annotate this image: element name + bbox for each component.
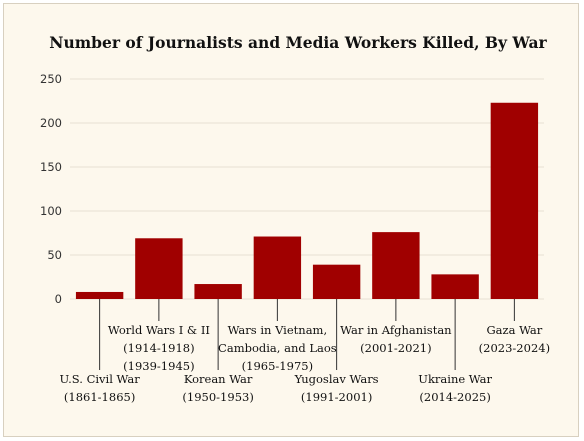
category-label-line: Korean War — [184, 372, 253, 386]
category-label-line: Cambodia, and Laos — [218, 341, 337, 355]
category-label-line: (2001-2021) — [360, 341, 431, 355]
category-label-5: War in Afghanistan (2001-2021) — [340, 323, 452, 355]
category-label-line: (1861-1865) — [64, 390, 135, 404]
bar-5 — [372, 232, 420, 299]
category-label-2: Korean War (1950-1953) — [182, 372, 253, 404]
category-label-line: (2023-2024) — [479, 341, 550, 355]
category-label-line: (1939-1945) — [123, 359, 194, 373]
category-label-1: World Wars I & II (1914-1918) (1939-1945) — [108, 323, 210, 373]
chart-frame: Number of Journalists and Media Workers … — [3, 3, 579, 437]
bar-3 — [253, 236, 302, 299]
category-label-line: (1965-1975) — [242, 359, 313, 373]
category-label-line: Gaza War — [486, 323, 542, 337]
category-label-line: Yugoslav Wars — [294, 372, 379, 386]
y-tick-label: 100 — [40, 204, 62, 218]
chart-title: Number of Journalists and Media Workers … — [49, 33, 547, 52]
y-tick-label: 150 — [40, 160, 62, 174]
category-label-4: Yugoslav Wars (1991-2001) — [294, 372, 379, 404]
category-label-6: Ukraine War (2014-2025) — [418, 372, 492, 404]
category-label-line: Ukraine War — [418, 372, 492, 386]
bar-4 — [312, 264, 361, 299]
category-label-line: (1991-2001) — [301, 390, 372, 404]
category-label-3: Wars in Vietnam, Cambodia, and Laos (1965-… — [218, 323, 337, 373]
category-label-line: World Wars I & II — [108, 323, 210, 337]
category-labels: U.S. Civil War (1861-1865) World Wars I & … — [60, 299, 550, 404]
category-label-line: (1914-1918) — [123, 341, 194, 355]
y-tick-label: 0 — [55, 292, 62, 306]
category-label-line: (1950-1953) — [182, 390, 253, 404]
bar-2 — [194, 284, 242, 299]
y-axis-ticks: 0 50 100 150 200 250 — [40, 72, 62, 306]
y-tick-label: 250 — [40, 72, 62, 86]
category-label-line: Wars in Vietnam, — [228, 323, 328, 337]
category-label-line: War in Afghanistan — [340, 323, 452, 337]
y-tick-label: 200 — [40, 116, 62, 130]
bar-chart: Number of Journalists and Media Workers … — [40, 33, 550, 404]
category-label-line: U.S. Civil War — [60, 372, 141, 386]
bars — [75, 102, 539, 299]
category-label-0: U.S. Civil War (1861-1865) — [60, 372, 141, 404]
bar-0 — [75, 291, 124, 299]
bar-7 — [490, 102, 539, 299]
category-label-line: (2014-2025) — [419, 390, 490, 404]
category-label-7: Gaza War (2023-2024) — [479, 323, 550, 355]
y-tick-label: 50 — [47, 248, 62, 262]
bar-1 — [135, 238, 183, 299]
bar-6 — [431, 274, 479, 299]
